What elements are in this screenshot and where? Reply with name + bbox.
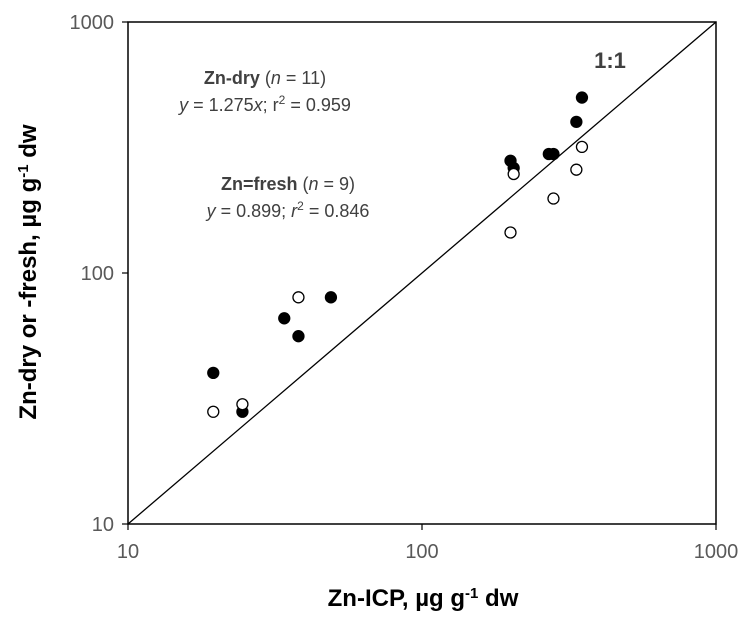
x-tick-label: 100 bbox=[405, 541, 438, 563]
zn-fresh-point bbox=[292, 291, 305, 304]
zn-dry-point bbox=[547, 147, 560, 161]
plot-area: 10 100 1000 10 100 1000 bbox=[70, 12, 739, 563]
zn-fresh-point bbox=[575, 140, 589, 154]
x-tick-label: 10 bbox=[117, 541, 139, 563]
annotation-dry-title: Zn-dry (n = 11) bbox=[204, 68, 326, 88]
annotation-dry-n: 11 bbox=[301, 68, 320, 88]
x-axis-title: Zn-ICP, µg g-1 dw bbox=[328, 585, 519, 613]
annotation-fresh-name: Zn=fresh bbox=[221, 174, 298, 194]
zn-fresh-point bbox=[507, 167, 520, 181]
annotation-dry-equation: y = 1.275x; r2 = 0.959 bbox=[177, 93, 351, 115]
zn-fresh-point bbox=[236, 398, 249, 411]
one-to-one-line bbox=[127, 21, 717, 525]
zn-fresh-point bbox=[570, 163, 583, 176]
one-to-one-label: 1:1 bbox=[594, 48, 626, 73]
zn-dry-point bbox=[324, 291, 338, 304]
zn-dry-point bbox=[575, 91, 589, 104]
zn-dry-point bbox=[292, 330, 305, 343]
zn-fresh-point bbox=[504, 226, 517, 239]
zn-dry-point bbox=[570, 115, 583, 129]
zn-dry-point bbox=[207, 366, 220, 380]
annotation-fresh-title: Zn=fresh (n = 9) bbox=[221, 174, 355, 194]
y-tick-label: 1000 bbox=[70, 12, 115, 34]
annotation-fresh-n: 9 bbox=[339, 174, 349, 194]
annotation-fresh-equation: y = 0.899; r2 = 0.846 bbox=[205, 199, 370, 221]
y-axis-title: Zn-dry or -fresh, µg g-1 dw bbox=[15, 124, 43, 420]
y-tick-label: 10 bbox=[92, 514, 114, 536]
zn-dry-point bbox=[278, 312, 291, 325]
y-tick-label: 100 bbox=[81, 263, 114, 285]
x-tick-label: 1000 bbox=[694, 541, 739, 563]
zn-fresh-point bbox=[207, 405, 220, 418]
zn-fresh-point bbox=[547, 192, 560, 205]
annotation-dry-name: Zn-dry bbox=[204, 68, 260, 88]
